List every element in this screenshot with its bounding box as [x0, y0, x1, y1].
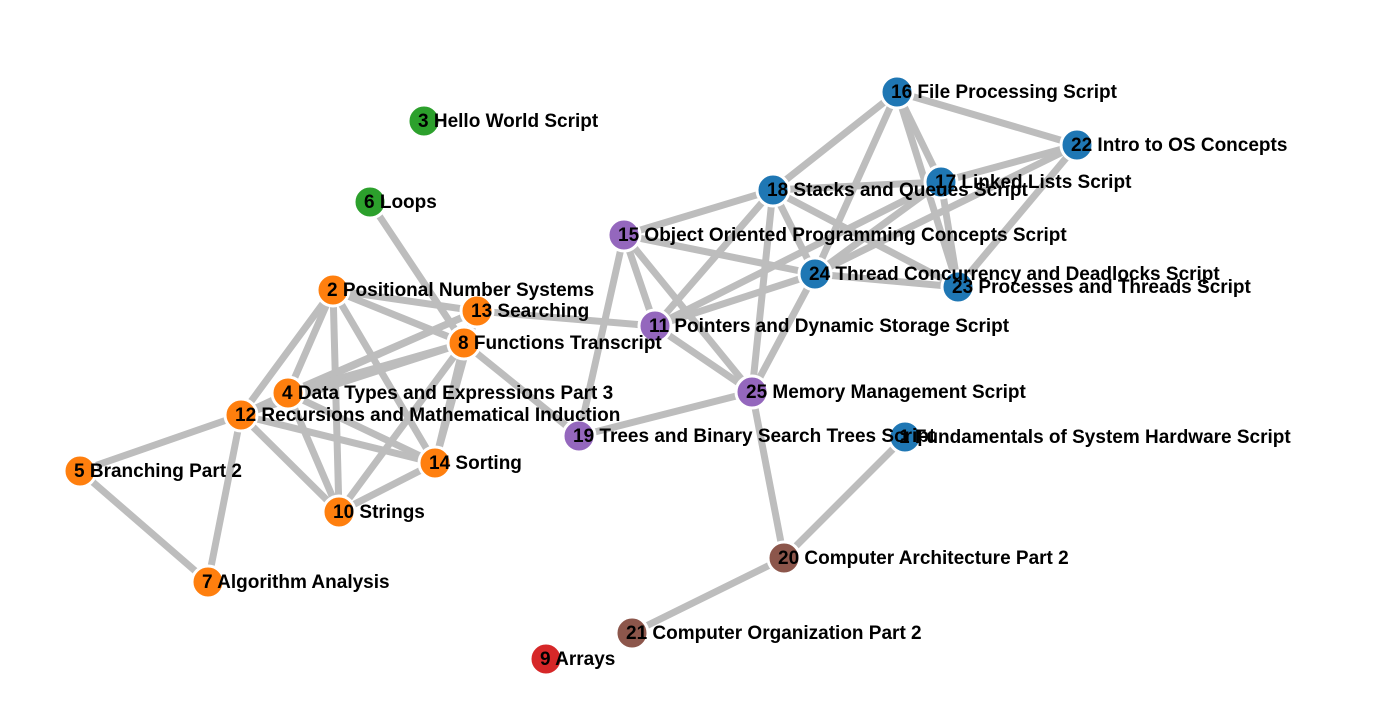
- edge-8-6: [366, 198, 468, 347]
- edge-2-8: [329, 286, 468, 347]
- edge-20-21: [628, 554, 788, 637]
- edge-5-7: [76, 467, 212, 586]
- edge-15-19: [575, 231, 628, 440]
- edge-10-14: [335, 459, 439, 516]
- node-3[interactable]: [406, 103, 442, 139]
- node-label-8: 8 Functions Transcript: [458, 333, 662, 354]
- node-label-16: 16 File Processing Script: [891, 82, 1118, 103]
- node-23[interactable]: [940, 269, 976, 305]
- edge-25-20: [748, 388, 788, 562]
- node-5[interactable]: [62, 453, 98, 489]
- node-label-5: 5 Branching Part 2: [74, 461, 242, 482]
- node-6[interactable]: [352, 184, 388, 220]
- node-9[interactable]: [528, 641, 564, 677]
- node-label-17: 17 Linked Lists Script: [935, 172, 1132, 193]
- edge-11-25: [651, 322, 756, 396]
- edge-25-19: [575, 388, 756, 440]
- edge-17-23: [937, 178, 962, 291]
- node-label-9: 9 Arrays: [540, 649, 615, 670]
- node-label-6: 6 Loops: [364, 192, 437, 213]
- node-label-20: 20 Computer Architecture Part 2: [778, 548, 1069, 569]
- edge-2-12: [237, 286, 337, 419]
- edge-16-24: [811, 88, 901, 278]
- node-label-4: 4 Data Types and Expressions Part 3: [282, 383, 613, 404]
- edge-12-7: [204, 411, 245, 586]
- node-17[interactable]: [923, 164, 959, 200]
- node-label-14: 14 Sorting: [429, 453, 522, 474]
- node-label-19: 19 Trees and Binary Search Trees Script: [573, 426, 936, 447]
- node-label-10: 10 Strings: [333, 502, 425, 523]
- node-11[interactable]: [637, 308, 673, 344]
- edge-2-10: [329, 286, 343, 516]
- edge-16-22: [893, 88, 1081, 149]
- edge-8-14: [431, 339, 468, 467]
- edge-12-10: [237, 411, 343, 516]
- edge-12-5: [76, 411, 245, 475]
- node-15[interactable]: [606, 217, 642, 253]
- node-25[interactable]: [734, 374, 770, 410]
- node-label-22: 22 Intro to OS Concepts: [1071, 135, 1287, 156]
- node-label-18: 18 Stacks and Queues Script: [767, 180, 1029, 201]
- node-label-3: 3 Hello World Script: [418, 111, 599, 132]
- edge-4-10: [284, 389, 343, 516]
- node-21[interactable]: [614, 615, 650, 651]
- edge-25-18: [748, 186, 777, 396]
- node-label-15: 15 Object Oriented Programming Concepts …: [618, 225, 1067, 246]
- node-10[interactable]: [321, 494, 357, 530]
- nodes-layer: [62, 74, 1095, 677]
- node-22[interactable]: [1059, 127, 1095, 163]
- node-label-2: 2 Positional Number Systems: [327, 280, 594, 301]
- node-label-25: 25 Memory Management Script: [746, 382, 1026, 403]
- node-13[interactable]: [459, 293, 495, 329]
- edge-11-24: [651, 270, 819, 330]
- node-24[interactable]: [797, 256, 833, 292]
- node-14[interactable]: [417, 445, 453, 481]
- node-4[interactable]: [270, 375, 306, 411]
- edge-2-14: [329, 286, 439, 467]
- node-label-7: 7 Algorithm Analysis: [202, 572, 390, 593]
- labels-layer: 1 Fundamentals of System Hardware Script…: [74, 82, 1291, 670]
- node-label-21: 21 Computer Organization Part 2: [626, 623, 922, 644]
- node-19[interactable]: [561, 418, 597, 454]
- edge-18-16: [769, 88, 901, 194]
- node-label-13: 13 Searching: [471, 301, 589, 322]
- node-label-23: 23 Processes and Threads Script: [952, 277, 1252, 298]
- edge-13-11: [473, 307, 659, 330]
- edge-12-14: [237, 411, 439, 467]
- edge-20-1: [780, 433, 909, 562]
- edge-11-18: [651, 186, 777, 330]
- edge-8-19: [460, 339, 583, 440]
- node-12[interactable]: [223, 397, 259, 433]
- edge-15-18: [620, 186, 777, 239]
- node-7[interactable]: [190, 564, 226, 600]
- node-label-24: 24 Thread Concurrency and Deadlocks Scri…: [809, 264, 1220, 285]
- edge-4-14: [284, 389, 439, 467]
- node-label-1: 1 Fundamentals of System Hardware Script: [899, 427, 1291, 448]
- node-label-12: 12 Recursions and Mathematical Induction: [235, 405, 620, 426]
- node-2[interactable]: [315, 272, 351, 308]
- edge-2-13: [329, 286, 481, 315]
- node-label-11: 11 Pointers and Dynamic Storage Script: [649, 316, 1010, 337]
- node-1[interactable]: [887, 419, 923, 455]
- edge-11-17: [651, 178, 945, 330]
- node-18[interactable]: [755, 172, 791, 208]
- node-20[interactable]: [766, 540, 802, 576]
- node-8[interactable]: [446, 325, 482, 361]
- edge-2-4: [284, 286, 337, 397]
- edge-25-24: [748, 270, 819, 396]
- edge-22-17: [937, 141, 1081, 186]
- edge-24-23: [811, 270, 962, 291]
- edge-17-24: [811, 178, 945, 278]
- node-16[interactable]: [879, 74, 915, 110]
- edge-22-23: [954, 141, 1081, 291]
- edge-8-10: [335, 339, 468, 516]
